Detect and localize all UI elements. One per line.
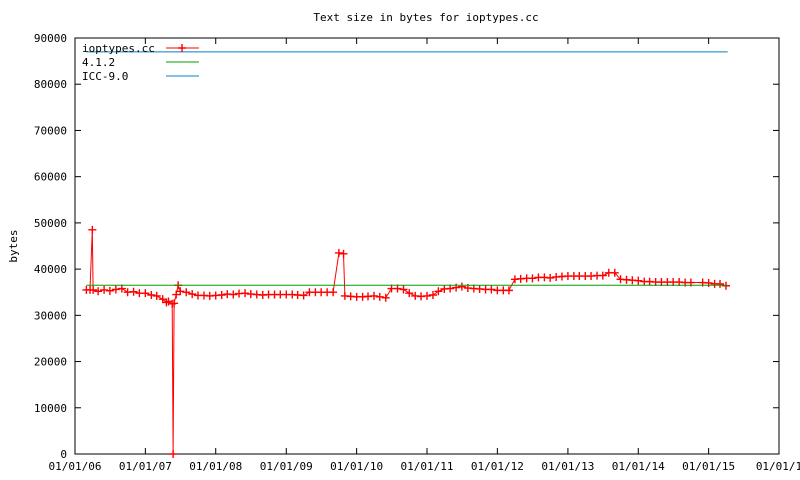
x-tick-label: 01/01/15 [682, 460, 735, 473]
data-point [405, 289, 414, 298]
data-point [105, 286, 114, 295]
data-point [339, 249, 348, 258]
data-point [88, 225, 97, 234]
data-point [170, 299, 179, 308]
y-axis-label: bytes [7, 229, 20, 262]
data-point [457, 282, 466, 291]
x-tick-label: 01/01/06 [49, 460, 102, 473]
data-point [182, 288, 191, 297]
y-tick-label: 0 [60, 448, 67, 461]
x-tick-label: 01/01/12 [471, 460, 524, 473]
plot-series [82, 51, 730, 458]
series-0 [82, 225, 730, 458]
legend-marker [178, 44, 186, 52]
data-point [399, 285, 408, 294]
data-point [299, 291, 308, 300]
data-point [504, 286, 513, 295]
y-axis: 0 10000 20000 30000 40000 50000 60000 70000 8000… [34, 32, 779, 461]
x-tick-label: 01/01/08 [189, 460, 242, 473]
y-tick-label: 10000 [34, 402, 67, 415]
x-tick-label: 01/01/11 [401, 460, 454, 473]
data-point [117, 284, 126, 293]
data-point [598, 271, 607, 280]
data-point [241, 289, 250, 298]
data-point [89, 285, 98, 294]
data-point [141, 289, 150, 298]
data-point [546, 273, 555, 282]
y-tick-label: 60000 [34, 171, 67, 184]
data-point [381, 293, 390, 302]
data-point [528, 274, 537, 283]
data-point [172, 290, 181, 299]
chart-title: Text size in bytes for ioptypes.cc [313, 11, 538, 24]
data-point [329, 288, 338, 297]
data-point [94, 287, 103, 296]
data-point [634, 276, 643, 285]
data-point [610, 268, 619, 277]
data-point [129, 287, 138, 296]
x-tick-label: 01/01/13 [541, 460, 594, 473]
y-tick-label: 40000 [34, 263, 67, 276]
y-tick-label: 90000 [34, 32, 67, 45]
x-tick-label: 01/01/1 [756, 460, 800, 473]
data-point [434, 287, 443, 296]
data-point [217, 290, 226, 299]
data-point [428, 290, 437, 299]
data-point [229, 290, 238, 299]
data-point [188, 290, 197, 299]
data-point [147, 290, 156, 299]
legend-label: 4.1.2 [82, 56, 115, 69]
x-tick-label: 01/01/10 [330, 460, 383, 473]
data-point [152, 291, 161, 300]
x-tick-label: 01/01/09 [260, 460, 313, 473]
legend-label: ICC-9.0 [82, 70, 128, 83]
data-point [446, 284, 455, 293]
data-point [487, 285, 496, 294]
legend-label: ioptypes.cc [82, 42, 155, 55]
data-point [176, 287, 185, 296]
y-tick-label: 50000 [34, 217, 67, 230]
y-tick-label: 80000 [34, 78, 67, 91]
data-point [716, 279, 725, 288]
x-axis: 01/01/06 01/01/07 01/01/08 01/01/09 01/01/10… [49, 38, 800, 473]
x-tick-label: 01/01/07 [119, 460, 172, 473]
y-tick-label: 30000 [34, 309, 67, 322]
data-point [375, 292, 384, 301]
x-tick-label: 01/01/14 [612, 460, 665, 473]
data-point [369, 291, 378, 300]
y-tick-label: 70000 [34, 124, 67, 137]
y-tick-label: 20000 [34, 356, 67, 369]
plot-area-frame [74, 37, 780, 455]
data-point [393, 284, 402, 293]
data-point [169, 450, 178, 458]
data-point [111, 285, 120, 294]
data-point [100, 285, 109, 294]
series-line [86, 229, 727, 455]
data-point [334, 248, 343, 257]
data-point [423, 291, 431, 300]
